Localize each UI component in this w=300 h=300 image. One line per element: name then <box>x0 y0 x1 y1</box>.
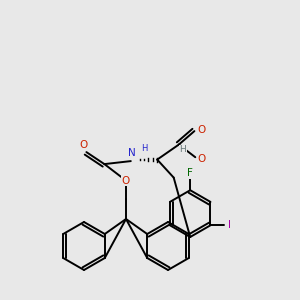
Text: N: N <box>128 148 136 158</box>
Text: O: O <box>197 124 205 135</box>
Text: I: I <box>228 220 231 230</box>
Text: F: F <box>187 168 193 178</box>
Text: O: O <box>198 154 206 164</box>
Text: O: O <box>122 176 130 186</box>
Text: O: O <box>79 140 88 151</box>
Text: H: H <box>179 145 186 154</box>
Text: H: H <box>141 144 148 153</box>
